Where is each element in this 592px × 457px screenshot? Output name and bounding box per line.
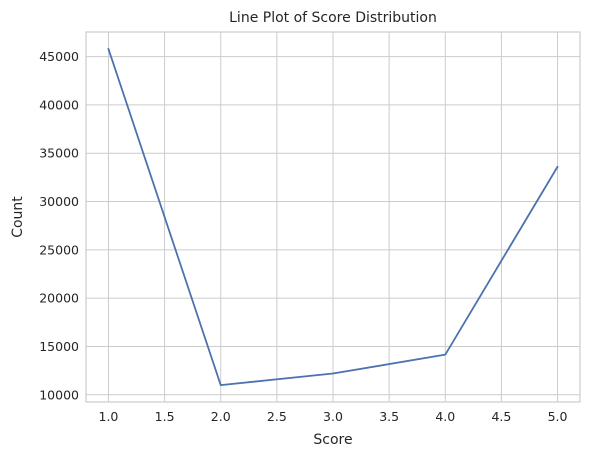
x-tick-label: 1.0 [99, 409, 119, 424]
x-tick-label: 1.5 [155, 409, 175, 424]
y-tick-label: 20000 [39, 291, 79, 306]
y-tick-label: 15000 [39, 339, 79, 354]
y-tick-label: 45000 [39, 49, 79, 64]
x-tick-label: 3.0 [323, 409, 343, 424]
x-tick-labels: 1.0 1.5 2.0 2.5 3.0 3.5 4.0 4.5 5.0 [99, 409, 568, 424]
y-tick-label: 30000 [39, 194, 79, 209]
series-line [107, 48, 559, 386]
y-tick-label: 25000 [39, 242, 79, 257]
x-tick-label: 5.0 [548, 409, 568, 424]
x-axis-label: Score [313, 432, 352, 448]
y-tick-label: 10000 [39, 387, 79, 402]
chart-title: Line Plot of Score Distribution [229, 10, 437, 26]
x-tick-label: 3.5 [379, 409, 399, 424]
x-tick-label: 4.5 [491, 409, 511, 424]
y-tick-label: 35000 [39, 146, 79, 161]
plot-frame [85, 31, 581, 403]
y-tick-label: 40000 [39, 97, 79, 112]
y-axis-label: Count [10, 196, 26, 238]
y-tick-labels: 10000 15000 20000 25000 30000 35000 40000 45000 [39, 49, 79, 402]
x-tick-label: 4.0 [435, 409, 455, 424]
x-tick-label: 2.0 [211, 409, 231, 424]
series-layer [107, 48, 559, 386]
grid [86, 32, 580, 402]
x-tick-label: 2.5 [267, 409, 287, 424]
